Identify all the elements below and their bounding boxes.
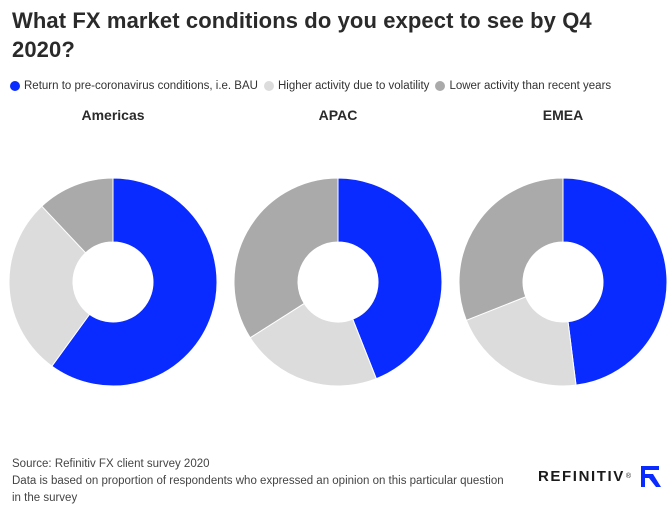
emea-slice-higher bbox=[465, 296, 577, 387]
legend-label: Lower activity than recent years bbox=[449, 80, 612, 92]
chart-title: What FX market conditions do you expect … bbox=[12, 8, 592, 62]
donut-charts bbox=[8, 177, 668, 387]
refinitiv-mark-icon bbox=[641, 466, 662, 487]
chart-legend: Return to pre-coronavirus conditions, i.… bbox=[10, 79, 617, 93]
americas-slice-bau bbox=[51, 177, 218, 387]
source-line: Source: Refinitiv FX client survey 2020 bbox=[12, 458, 210, 470]
methodology-note: Data is based on proportion of responden… bbox=[12, 475, 504, 504]
brand-trademark: ® bbox=[625, 472, 632, 480]
legend-item-lower: Lower activity than recent years bbox=[435, 80, 611, 92]
legend-swatch bbox=[10, 81, 20, 91]
apac-slice-lower bbox=[233, 177, 339, 339]
americas-slice-higher bbox=[8, 205, 91, 367]
emea-slice-lower bbox=[458, 177, 564, 321]
americas-chart-title: Americas bbox=[81, 107, 145, 123]
legend-label: Return to pre-coronavirus conditions, i.… bbox=[24, 80, 258, 92]
apac-slice-higher bbox=[249, 302, 377, 387]
legend-item-higher: Higher activity due to volatility bbox=[263, 80, 430, 92]
legend-swatch bbox=[263, 81, 274, 91]
brand-wordmark: REFINITIV bbox=[538, 467, 625, 485]
apac-chart-title: APAC bbox=[318, 107, 358, 123]
apac-slice-bau bbox=[337, 177, 443, 380]
emea-chart-title: EMEA bbox=[542, 107, 584, 123]
legend-item-bau: Return to pre-coronavirus conditions, i.… bbox=[10, 80, 258, 92]
americas-slice-lower bbox=[41, 177, 114, 254]
source-note: Source: Refinitiv FX client survey 2020 … bbox=[12, 456, 512, 507]
emea-slice-bau bbox=[562, 177, 668, 386]
legend-swatch bbox=[435, 81, 446, 91]
legend-label: Higher activity due to volatility bbox=[277, 80, 430, 92]
refinitiv-logo: REFINITIV ® bbox=[538, 463, 663, 489]
